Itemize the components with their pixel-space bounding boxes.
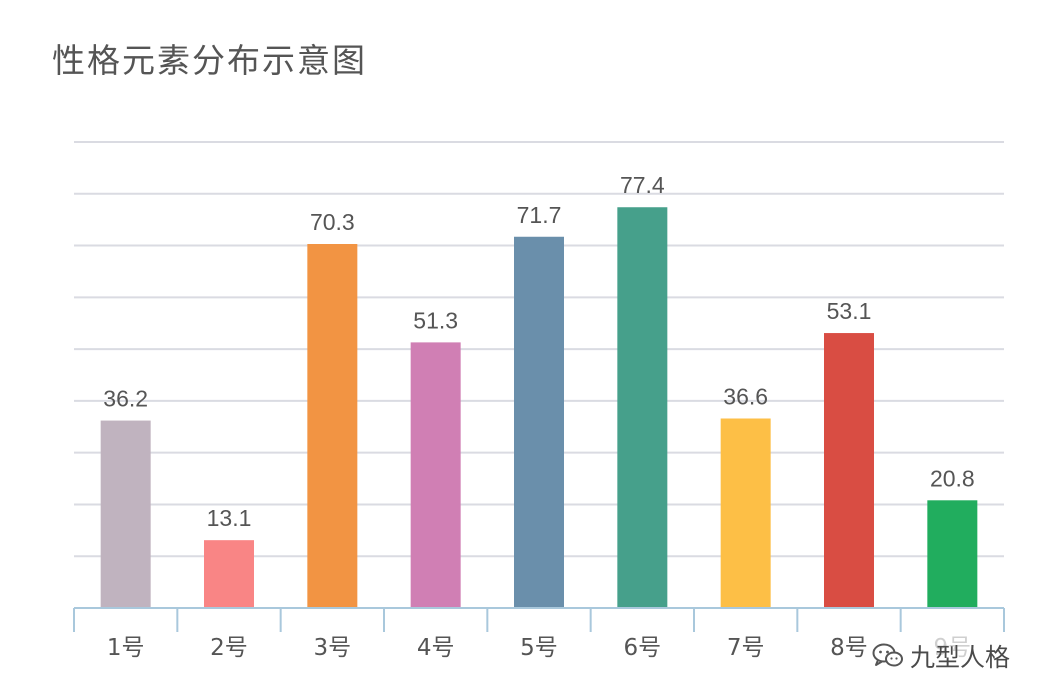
x-tick-label: 2号 [210, 635, 248, 661]
bar-8 [824, 333, 874, 608]
bar-4 [410, 342, 461, 608]
bar-9 [927, 500, 978, 608]
bar-5 [514, 236, 564, 608]
x-tick-label: 5号 [520, 635, 558, 661]
bar-1 [100, 420, 151, 608]
value-labels: 36.2 13.1 70.3 51.3 71.7 77.4 36.6 53.1 20.8 [103, 172, 974, 531]
x-tick-label: 3号 [314, 635, 352, 661]
x-tick-label: 4号 [417, 635, 455, 661]
x-tick-label: 8号 [830, 635, 868, 661]
value-label: 71.7 [517, 202, 562, 228]
value-label: 13.1 [207, 505, 252, 531]
watermark: 九型人格 [868, 636, 1017, 676]
chart-title: 性格元素分布示意图 [52, 41, 367, 80]
value-label: 36.6 [723, 383, 768, 409]
watermark-text: 九型人格 [910, 643, 1011, 672]
bar-3 [307, 244, 358, 608]
value-label: 70.3 [310, 209, 355, 235]
x-axis: 1号2号3号4号5号6号7号8号9号 [73, 607, 1005, 661]
bar-2 [204, 540, 254, 608]
value-label: 51.3 [413, 307, 458, 333]
x-tick-label: 6号 [624, 635, 662, 661]
value-label: 77.4 [620, 172, 665, 198]
value-label: 36.2 [103, 386, 148, 412]
x-tick-label: 1号 [107, 635, 145, 661]
wechat-icon [872, 643, 903, 667]
x-tick-label: 7号 [727, 635, 765, 661]
bars [100, 207, 978, 609]
bar-7 [720, 418, 771, 608]
value-label: 20.8 [930, 465, 975, 491]
bar-6 [617, 207, 668, 609]
value-label: 53.1 [827, 298, 872, 324]
